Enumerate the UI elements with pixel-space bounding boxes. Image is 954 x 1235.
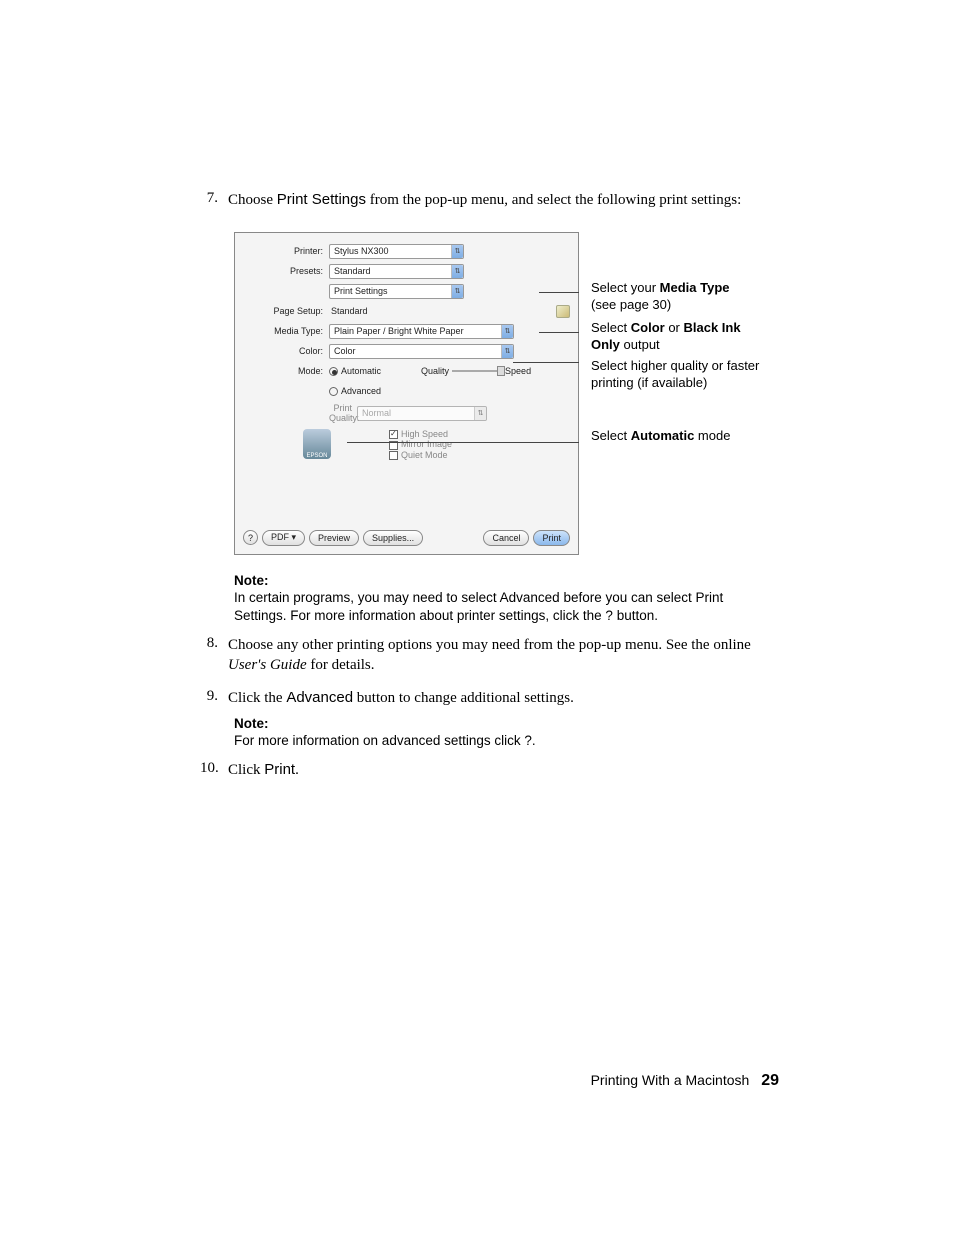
- step-9: 9. Click the Advanced button to change a…: [200, 688, 779, 708]
- page-footer: Printing With a Macintosh 29: [591, 1072, 779, 1090]
- step-text: Click the Advanced button to change addi…: [228, 688, 779, 708]
- printquality-dropdown[interactable]: Normal: [357, 406, 487, 421]
- annotation-media-type: Select your Media Type (see page 30): [591, 280, 769, 314]
- step-text: Choose any other printing options you ma…: [228, 635, 779, 676]
- mediatype-label: Media Type:: [243, 326, 329, 336]
- supplies-button[interactable]: Supplies...: [363, 530, 423, 546]
- ink-icon: EPSON: [303, 429, 331, 459]
- step-7: 7. Choose Print Settings from the pop-up…: [200, 190, 779, 210]
- printer-label: Printer:: [243, 246, 329, 256]
- printquality-label: Print Quality:: [329, 403, 357, 423]
- highspeed-checkbox[interactable]: [389, 430, 398, 439]
- quiet-checkbox[interactable]: [389, 451, 398, 460]
- print-button[interactable]: Print: [533, 530, 570, 546]
- quality-speed-slider[interactable]: [452, 370, 502, 372]
- figure-wrap: Printer: Stylus NX300 Presets: Standard …: [234, 232, 779, 554]
- chevron-down-icon: [451, 285, 463, 298]
- footer-text: Printing With a Macintosh: [591, 1072, 750, 1088]
- cancel-button[interactable]: Cancel: [483, 530, 529, 546]
- mode-automatic-radio[interactable]: [329, 367, 338, 376]
- term-print-settings: Print Settings: [277, 191, 366, 208]
- chevron-down-icon: [451, 245, 463, 258]
- step-number: 7.: [200, 190, 228, 210]
- section-dropdown[interactable]: Print Settings: [329, 284, 464, 299]
- color-label: Color:: [243, 346, 329, 356]
- quality-label: Quality: [421, 366, 449, 376]
- annotation-quality: Select higher quality or faster printing…: [591, 358, 769, 392]
- note-2: Note: For more information on advanced s…: [234, 716, 779, 750]
- preview-button[interactable]: Preview: [309, 530, 359, 546]
- step-text: Click Print.: [228, 760, 779, 780]
- chevron-down-icon: [501, 345, 513, 358]
- mediatype-dropdown[interactable]: Plain Paper / Bright White Paper: [329, 324, 514, 339]
- annotation-automatic: Select Automatic mode: [591, 428, 769, 445]
- annotation-color: Select Color or Black Ink Only output: [591, 320, 769, 354]
- mode-advanced-label: Advanced: [341, 386, 381, 396]
- step-number: 10.: [200, 760, 228, 780]
- step-10: 10. Click Print.: [200, 760, 779, 780]
- presets-label: Presets:: [243, 266, 329, 276]
- highspeed-label: High Speed: [401, 429, 448, 439]
- step-text: Choose Print Settings from the pop-up me…: [228, 190, 779, 210]
- chevron-down-icon: [474, 407, 486, 420]
- help-button[interactable]: ?: [243, 530, 258, 545]
- quiet-label: Quiet Mode: [401, 450, 448, 460]
- mode-advanced-radio[interactable]: [329, 387, 338, 396]
- chevron-down-icon: [451, 265, 463, 278]
- note-1: Note: In certain programs, you may need …: [234, 573, 779, 625]
- pagesetup-value: Standard: [329, 306, 368, 316]
- printer-dropdown[interactable]: Stylus NX300: [329, 244, 464, 259]
- step-number: 8.: [200, 635, 228, 676]
- step-number: 9.: [200, 688, 228, 708]
- warning-icon: [556, 305, 570, 318]
- annotations: Select your Media Type (see page 30) Sel…: [579, 232, 769, 554]
- print-dialog: Printer: Stylus NX300 Presets: Standard …: [234, 232, 579, 554]
- speed-label: Speed: [505, 366, 531, 376]
- chevron-down-icon: [501, 325, 513, 338]
- mode-automatic-label: Automatic: [341, 366, 381, 376]
- page-content: 7. Choose Print Settings from the pop-up…: [0, 0, 954, 780]
- pagesetup-label: Page Setup:: [243, 306, 329, 316]
- step-8: 8. Choose any other printing options you…: [200, 635, 779, 676]
- mirror-label: Mirror Image: [401, 439, 452, 449]
- presets-dropdown[interactable]: Standard: [329, 264, 464, 279]
- mode-label: Mode:: [243, 366, 329, 376]
- color-dropdown[interactable]: Color: [329, 344, 514, 359]
- pdf-button[interactable]: PDF ▾: [262, 530, 305, 546]
- page-number: 29: [761, 1072, 779, 1089]
- dialog-button-bar: ? PDF ▾ Preview Supplies... Cancel Print: [243, 530, 570, 546]
